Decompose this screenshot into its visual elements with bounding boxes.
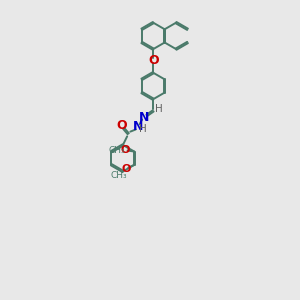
Text: O: O bbox=[148, 54, 158, 67]
Text: O: O bbox=[121, 164, 130, 174]
Text: H: H bbox=[139, 124, 147, 134]
Text: O: O bbox=[116, 119, 127, 132]
Text: H: H bbox=[155, 104, 163, 114]
Text: N: N bbox=[133, 120, 143, 134]
Text: CH₃: CH₃ bbox=[110, 171, 127, 180]
Text: CH₃: CH₃ bbox=[108, 146, 125, 155]
Text: O: O bbox=[120, 145, 130, 155]
Text: N: N bbox=[139, 111, 149, 124]
